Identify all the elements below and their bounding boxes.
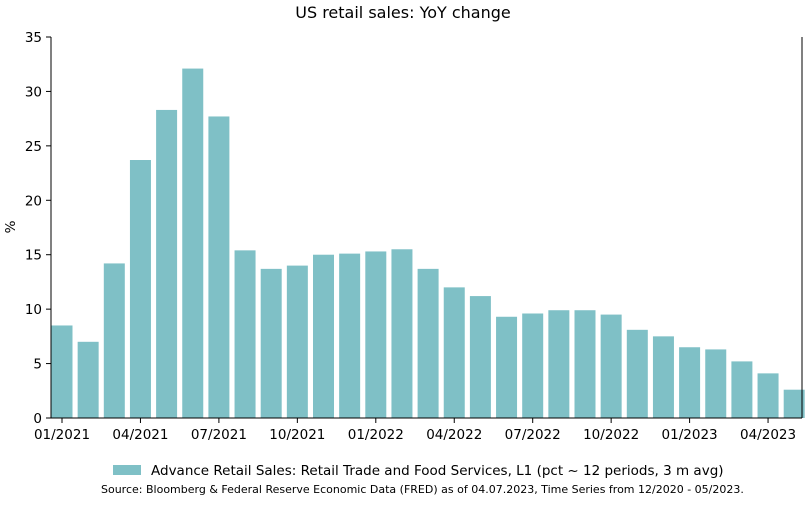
bar [600,314,622,418]
y-tick-label: 30 [25,84,42,100]
bar [731,361,753,418]
x-tick-label: 04/2022 [426,427,482,443]
bar [156,109,178,418]
y-tick-label: 5 [33,357,42,373]
bar [77,341,99,418]
bar [652,336,674,418]
bar [260,268,282,418]
bar [496,316,518,418]
source-note: Source: Bloomberg & Federal Reserve Econ… [101,483,744,496]
y-tick-label: 10 [25,302,42,318]
x-tick-label: 07/2022 [505,427,561,443]
bar [574,310,596,418]
bar [286,265,308,418]
bar [208,116,230,419]
bar [548,310,570,418]
y-tick-label: 20 [25,193,42,209]
bars [51,68,805,419]
y-axis-label: % [3,220,19,233]
bar [679,347,701,418]
y-tick-label: 15 [25,248,42,264]
bar [339,253,361,418]
x-tick-label: 07/2021 [191,427,247,443]
x-tick-label: 04/2021 [112,427,168,443]
legend-label: Advance Retail Sales: Retail Trade and F… [151,463,724,479]
x-tick-label: 04/2023 [740,427,796,443]
y-tick-label: 35 [25,30,42,46]
bar [103,263,125,418]
bar [391,249,413,418]
x-tick-label: 01/2023 [662,427,718,443]
bar [313,254,334,418]
bar [443,287,465,418]
y-tick-label: 25 [25,139,42,155]
y-tick-label: 0 [33,411,42,427]
bar [522,313,544,418]
bar [51,325,73,418]
legend: Advance Retail Sales: Retail Trade and F… [113,463,724,479]
bar [129,160,151,418]
bar [757,373,779,418]
y-ticks: 0 5 10 15 20 25 30 35 [25,30,51,427]
bar [182,68,204,418]
bar [626,329,648,418]
x-tick-label: 10/2022 [583,427,639,443]
x-tick-label: 01/2022 [348,427,404,443]
bar [365,251,387,418]
bar [469,296,491,418]
x-ticks: 01/2021 04/2021 07/2021 10/2021 01/2022 04/20… [34,418,796,443]
legend-swatch [113,465,141,475]
bar [417,268,439,418]
x-tick-label: 10/2021 [269,427,325,443]
chart-title: US retail sales: YoY change [295,3,511,22]
bar [783,389,805,418]
bar [705,349,727,418]
x-tick-label: 01/2021 [34,427,90,443]
bar [234,250,256,418]
